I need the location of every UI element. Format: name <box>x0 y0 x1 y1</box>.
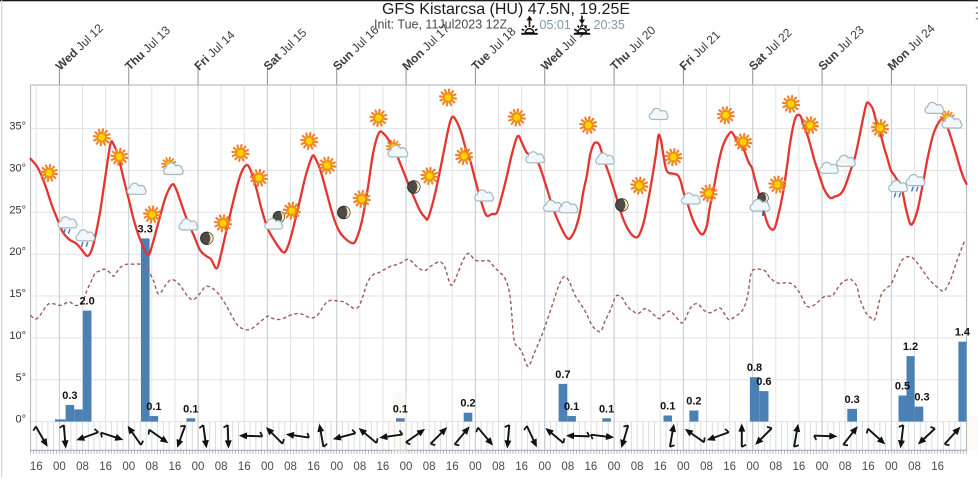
svg-text:GFS Kistarcsa (HU) 47.5N, 19.2: GFS Kistarcsa (HU) 47.5N, 19.25E <box>382 1 630 18</box>
svg-text:0.6: 0.6 <box>756 376 771 388</box>
svg-text:16: 16 <box>238 461 251 473</box>
svg-text:08: 08 <box>423 461 436 473</box>
svg-text:0.2: 0.2 <box>686 396 701 408</box>
svg-text:00: 00 <box>608 461 621 473</box>
svg-text:16: 16 <box>585 461 598 473</box>
svg-text:08: 08 <box>215 461 228 473</box>
svg-text:08: 08 <box>561 461 574 473</box>
svg-text:0.7: 0.7 <box>555 369 570 381</box>
svg-text:35°: 35° <box>9 121 26 133</box>
svg-text:20°: 20° <box>9 246 26 258</box>
svg-text:08: 08 <box>76 461 89 473</box>
svg-text:00: 00 <box>816 461 829 473</box>
svg-text:0.1: 0.1 <box>564 401 579 413</box>
svg-text:00: 00 <box>677 461 690 473</box>
svg-text:08: 08 <box>284 461 297 473</box>
svg-text:16: 16 <box>30 461 43 473</box>
svg-text:0.8: 0.8 <box>747 362 762 374</box>
svg-text:16: 16 <box>99 461 112 473</box>
svg-text:16: 16 <box>377 461 390 473</box>
svg-text:08: 08 <box>700 461 713 473</box>
svg-text:15°: 15° <box>9 288 26 300</box>
svg-text:Init: Tue, 11Jul2023 12Z: Init: Tue, 11Jul2023 12Z <box>374 18 508 32</box>
svg-text:00: 00 <box>469 461 482 473</box>
svg-text:5°: 5° <box>15 372 26 384</box>
svg-text:16: 16 <box>446 461 459 473</box>
svg-text:0.2: 0.2 <box>460 398 475 410</box>
svg-text:2.0: 2.0 <box>79 296 94 308</box>
svg-text:00: 00 <box>330 461 343 473</box>
svg-text:16: 16 <box>654 461 667 473</box>
svg-text:1.2: 1.2 <box>903 341 918 353</box>
svg-text:08: 08 <box>631 461 644 473</box>
svg-text:00: 00 <box>885 461 898 473</box>
svg-text:00: 00 <box>538 461 551 473</box>
svg-text:08: 08 <box>492 461 505 473</box>
svg-text:0.3: 0.3 <box>62 390 77 402</box>
svg-text:00: 00 <box>746 461 759 473</box>
svg-text:00: 00 <box>261 461 274 473</box>
svg-text:08: 08 <box>769 461 782 473</box>
svg-text:16: 16 <box>515 461 528 473</box>
svg-text:0.3: 0.3 <box>844 394 859 406</box>
svg-text:0.1: 0.1 <box>599 403 614 415</box>
svg-text:16: 16 <box>793 461 806 473</box>
svg-text:16: 16 <box>862 461 875 473</box>
svg-text:08: 08 <box>908 461 921 473</box>
svg-text:16: 16 <box>931 461 944 473</box>
svg-text:0°: 0° <box>15 414 26 426</box>
svg-text:0.1: 0.1 <box>146 401 161 413</box>
svg-text:0.1: 0.1 <box>183 403 198 415</box>
svg-text:00: 00 <box>400 461 413 473</box>
svg-text:1.4: 1.4 <box>955 327 971 339</box>
svg-text:00: 00 <box>53 461 66 473</box>
svg-text:16: 16 <box>307 461 320 473</box>
svg-text:08: 08 <box>145 461 158 473</box>
svg-text:00: 00 <box>192 461 205 473</box>
svg-text:3.3: 3.3 <box>138 224 153 236</box>
svg-text:05:01: 05:01 <box>540 18 571 32</box>
svg-text:16: 16 <box>723 461 736 473</box>
svg-text:0.1: 0.1 <box>393 403 408 415</box>
svg-text:0.5: 0.5 <box>895 381 910 393</box>
svg-text:16: 16 <box>169 461 182 473</box>
svg-text:08: 08 <box>839 461 852 473</box>
svg-text:00: 00 <box>122 461 135 473</box>
svg-text:08: 08 <box>353 461 366 473</box>
svg-text:30°: 30° <box>9 163 26 175</box>
svg-text:0.1: 0.1 <box>660 401 675 413</box>
svg-text:20:35: 20:35 <box>594 18 625 32</box>
svg-text:0.3: 0.3 <box>914 392 929 404</box>
svg-text:10°: 10° <box>9 330 26 342</box>
svg-text:25°: 25° <box>9 204 26 216</box>
